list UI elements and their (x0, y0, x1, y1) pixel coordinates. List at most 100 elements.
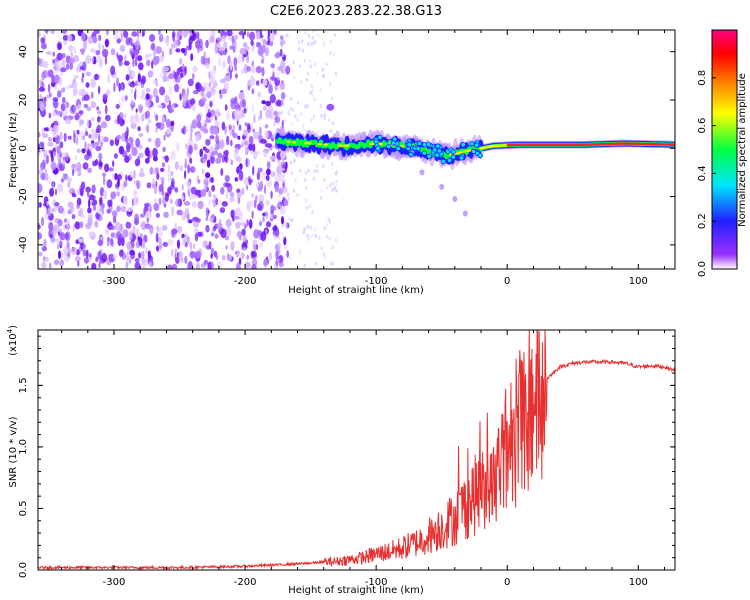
noise-blob (125, 74, 130, 81)
noise-blob (62, 87, 66, 93)
noise-fade-dot (328, 236, 332, 241)
noise-blob (54, 84, 58, 90)
noise-blob (241, 68, 245, 75)
noise-blob (205, 224, 210, 233)
noise-blob (269, 32, 275, 42)
noise-blob (182, 125, 186, 135)
noise-blob (191, 201, 197, 208)
noise-blob (188, 144, 193, 155)
noise-blob (65, 234, 70, 240)
noise-blob (79, 89, 86, 96)
noise-blob (190, 53, 194, 61)
noise-blob (177, 225, 183, 234)
noise-fade-dot (309, 225, 313, 230)
noise-blob (225, 192, 229, 200)
noise-blob (192, 166, 196, 172)
noise-blob (136, 180, 139, 189)
noise-blob (76, 162, 82, 172)
noise-blob (206, 112, 212, 118)
noise-blob (106, 179, 113, 189)
noise-blob (53, 230, 57, 238)
noise-fade-dot (317, 235, 321, 240)
noise-blob (237, 196, 241, 205)
noise-blob (87, 35, 93, 45)
noise-blob (169, 184, 176, 190)
noise-fade-dot (329, 183, 332, 188)
noise-blob (215, 254, 219, 260)
noise-blob (48, 221, 54, 232)
colorbar-tick-label: 0.6 (697, 118, 708, 134)
noise-blob (221, 201, 228, 207)
snr-y-tick-label: 1.5 (18, 377, 29, 393)
noise-blob (42, 256, 46, 262)
noise-fade-dot (277, 72, 280, 76)
noise-blob (52, 97, 59, 102)
noise-blob (209, 100, 213, 108)
noise-blob (279, 205, 286, 215)
noise-blob (95, 256, 99, 261)
noise-blob (189, 157, 193, 164)
noise-blob (242, 234, 247, 242)
noise-blob (122, 229, 129, 238)
noise-blob (195, 134, 199, 142)
noise-blob (95, 128, 100, 133)
spectrogram-frame (37, 29, 676, 270)
noise-fade-dot (329, 51, 332, 55)
noise-blob (136, 37, 140, 45)
noise-blob (171, 177, 175, 187)
snr-x-tick-label: -100 (365, 577, 388, 588)
noise-blob (43, 127, 50, 132)
noise-blob (170, 120, 175, 127)
noise-blob (248, 135, 254, 145)
noise-blob (157, 30, 161, 35)
noise-blob (100, 141, 103, 148)
noise-blob (60, 152, 67, 157)
noise-blob (259, 109, 262, 120)
noise-blob (211, 98, 215, 103)
noise-blob (167, 238, 174, 247)
noise-fade-dot (280, 153, 284, 158)
noise-fade-dot (301, 124, 305, 128)
noise-blob (117, 114, 121, 124)
noise-blob (97, 239, 104, 247)
noise-blob (171, 263, 178, 269)
noise-blob (75, 112, 79, 121)
noise-fade-dot (302, 230, 306, 235)
noise-blob (164, 155, 169, 163)
snr-x-tick-label: 100 (629, 577, 648, 588)
noise-blob (166, 127, 172, 135)
noise-blob (108, 167, 114, 172)
noise-blob (257, 184, 263, 192)
noise-fade-dot (285, 224, 289, 228)
noise-blob (186, 212, 190, 222)
noise-fade-dot (308, 204, 312, 208)
noise-blob (141, 75, 147, 85)
noise-blob (247, 124, 251, 134)
noise-blob (112, 210, 118, 218)
noise-blob (65, 63, 70, 70)
noise-blob (229, 196, 235, 203)
noise-fade-dot (307, 33, 311, 38)
noise-blob (72, 87, 78, 97)
noise-fade-dot (287, 111, 290, 115)
noise-blob (273, 120, 276, 127)
signal-speckle (460, 142, 466, 148)
noise-blob (230, 100, 237, 110)
noise-blob (179, 57, 183, 65)
signal-speckle (426, 153, 432, 159)
noise-blob (247, 200, 254, 208)
noise-fade-dot (335, 188, 338, 193)
noise-fade-dot (330, 261, 333, 266)
noise-blob (101, 207, 104, 215)
noise-blob (48, 127, 54, 132)
noise-blob (212, 194, 217, 200)
noise-fade-dot (283, 118, 287, 123)
noise-blob (162, 224, 168, 231)
signal-core (366, 139, 371, 145)
noise-blob (235, 147, 239, 155)
noise-blob (132, 225, 136, 234)
noise-blob (76, 197, 82, 206)
noise-blob (200, 97, 207, 103)
noise-blob (208, 71, 211, 79)
noise-blob (90, 48, 96, 53)
